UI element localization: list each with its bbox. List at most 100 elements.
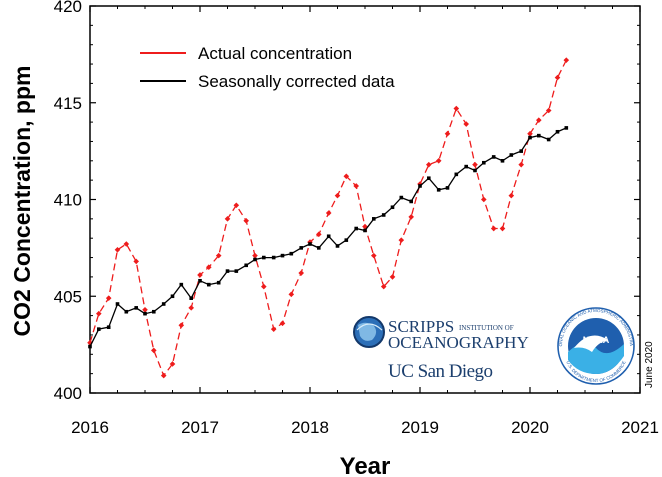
- x-tick-label: 2021: [621, 418, 659, 437]
- data-point-corrected: [198, 278, 202, 283]
- data-point-corrected: [271, 255, 276, 260]
- y-axis-title: CO2 Concentration, ppm: [9, 66, 35, 337]
- data-point-actual: [197, 272, 203, 278]
- data-point-corrected: [88, 344, 92, 349]
- data-point-actual: [353, 183, 359, 189]
- y-tick-label: 405: [54, 287, 82, 306]
- data-point-corrected: [326, 234, 331, 239]
- data-point-corrected: [509, 153, 514, 157]
- data-point-corrected: [262, 255, 266, 260]
- data-point-corrected: [189, 296, 193, 300]
- data-point-corrected: [234, 269, 239, 273]
- data-point-corrected: [491, 155, 496, 159]
- y-axis: 400 405 410 415 420: [54, 0, 640, 403]
- data-point-corrected: [179, 282, 184, 287]
- scripps-name: SCRIPPS: [388, 317, 454, 336]
- globe-icon: [353, 316, 385, 348]
- data-point-corrected: [528, 135, 532, 140]
- data-point-corrected: [308, 242, 312, 246]
- data-point-actual: [408, 214, 414, 220]
- data-point-actual: [316, 231, 322, 238]
- data-point-corrected: [225, 269, 230, 273]
- data-point-actual: [398, 237, 405, 243]
- data-point-actual: [160, 372, 167, 379]
- y-tick-label: 415: [54, 94, 82, 113]
- data-point-actual: [490, 225, 497, 232]
- data-point-actual: [233, 202, 240, 209]
- data-point-corrected: [363, 228, 367, 233]
- data-point-corrected: [216, 280, 221, 285]
- data-point-corrected: [427, 176, 431, 181]
- data-point-corrected: [555, 129, 560, 134]
- data-point-corrected: [207, 282, 211, 287]
- data-point-corrected: [152, 309, 156, 314]
- data-point-actual: [444, 130, 451, 137]
- data-point-corrected: [464, 164, 468, 169]
- data-point-corrected: [500, 159, 505, 163]
- data-point-corrected: [97, 327, 101, 331]
- data-point-corrected: [289, 251, 294, 256]
- legend-label-corrected: Seasonally corrected data: [198, 72, 395, 91]
- data-point-actual: [279, 320, 286, 327]
- x-axis: 2016 2017 2018 2019 2020 2021: [71, 6, 659, 437]
- data-point-corrected: [124, 309, 129, 314]
- data-point-corrected: [418, 184, 422, 188]
- scripps-subtitle: INSTITUTION OF: [459, 324, 514, 332]
- data-point-actual: [527, 130, 533, 137]
- data-point-actual: [123, 241, 130, 247]
- data-point-corrected: [244, 263, 248, 268]
- data-point-corrected: [372, 217, 376, 221]
- data-point-actual: [472, 161, 478, 168]
- data-point-corrected: [409, 199, 413, 204]
- data-point-actual: [536, 117, 542, 123]
- data-point-corrected: [115, 302, 120, 306]
- data-point-actual: [114, 247, 121, 253]
- x-tick-label: 2020: [511, 418, 549, 437]
- data-point-actual: [224, 216, 231, 222]
- legend: Actual concentration Seasonally correcte…: [140, 44, 395, 91]
- data-point-actual: [325, 210, 332, 216]
- data-point-actual: [206, 264, 212, 271]
- x-tick-label: 2019: [401, 418, 439, 437]
- data-point-corrected: [436, 188, 441, 192]
- data-point-corrected: [454, 172, 459, 177]
- data-point-actual: [142, 306, 148, 313]
- data-point-corrected: [253, 257, 257, 262]
- ucsd-text: UC San Diego: [388, 361, 493, 382]
- data-point-actual: [453, 105, 460, 112]
- data-point-corrected: [317, 246, 321, 250]
- data-point-actual: [215, 252, 222, 259]
- data-point-actual: [288, 291, 295, 298]
- data-point-corrected: [482, 160, 486, 165]
- oceanography-text: OCEANOGRAPHY: [388, 333, 529, 352]
- data-point-corrected: [143, 311, 147, 316]
- data-point-corrected: [546, 137, 551, 142]
- data-point-corrected: [170, 294, 175, 299]
- data-point-corrected: [299, 246, 303, 250]
- data-point-actual: [426, 161, 432, 168]
- data-point-actual: [169, 361, 176, 367]
- data-point-corrected: [473, 168, 477, 173]
- data-point-corrected: [564, 126, 569, 130]
- scripps-logo: SCRIPPS INSTITUTION OF OCEANOGRAPHY UC S…: [353, 316, 529, 382]
- data-point-actual: [298, 270, 304, 276]
- data-point-actual: [133, 258, 139, 265]
- y-tick-label: 420: [54, 0, 82, 16]
- data-point-corrected: [381, 213, 386, 217]
- data-point-corrected: [280, 253, 285, 258]
- data-point-actual: [417, 181, 423, 187]
- data-point-actual: [96, 310, 102, 317]
- data-point-corrected: [134, 306, 138, 310]
- data-point-actual: [508, 192, 515, 199]
- data-point-actual: [499, 225, 506, 232]
- x-tick-label: 2017: [181, 418, 219, 437]
- data-point-actual: [380, 283, 387, 290]
- data-point-corrected: [354, 226, 358, 231]
- data-point-actual: [481, 196, 487, 203]
- data-point-actual: [270, 326, 277, 332]
- data-point-corrected: [519, 149, 523, 153]
- data-point-actual: [151, 347, 157, 354]
- data-point-corrected: [106, 325, 111, 330]
- data-point-corrected: [335, 244, 340, 248]
